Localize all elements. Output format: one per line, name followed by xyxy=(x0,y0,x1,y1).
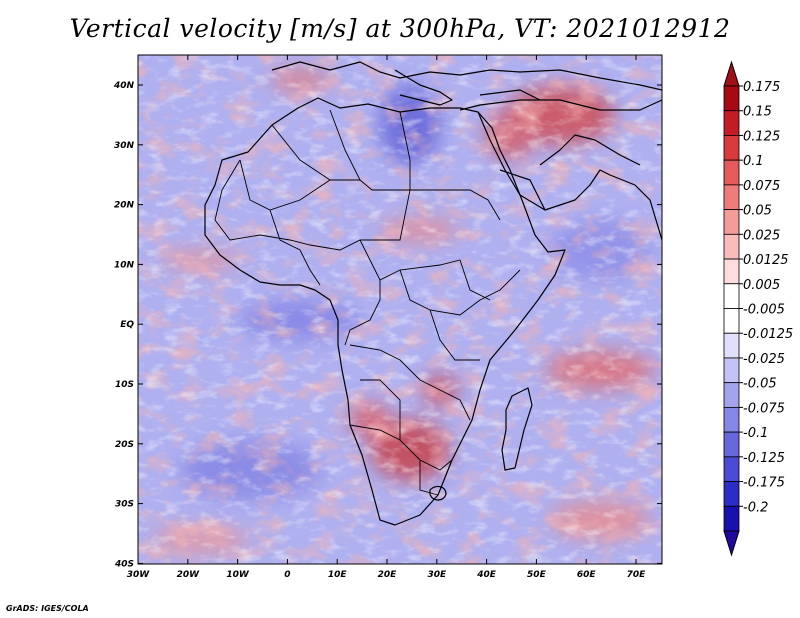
colorbar-swatch xyxy=(723,481,740,507)
colorbar-label: -0.175 xyxy=(743,476,785,491)
colorbar-swatch xyxy=(723,258,740,285)
colorbar-label: -0.025 xyxy=(743,352,785,367)
colorbar-label: -0.1 xyxy=(743,426,768,441)
colorbar-label: 0.15 xyxy=(743,105,772,120)
colorbar-swatch xyxy=(723,110,740,136)
grads-credit: GrADS: IGES/COLA xyxy=(6,604,89,613)
colorbar-swatch xyxy=(723,233,740,260)
colorbar-label: -0.0125 xyxy=(743,327,793,342)
colorbar-label: 0.025 xyxy=(743,228,780,243)
colorbar-label: -0.2 xyxy=(743,500,768,515)
colorbar: 0.175 0.15 0.125 0.1 0.075 0.05 0.025 0.0125 0.0… xyxy=(723,60,793,557)
map-title: Vertical velocity [m/s] at 300hPa, VT: 2… xyxy=(69,14,731,43)
colorbar-swatch xyxy=(723,357,740,384)
lat-tick-label: 10S xyxy=(115,380,134,390)
lon-tick-label: 60E xyxy=(577,570,597,580)
lon-tick-label: 20E xyxy=(378,570,398,580)
lon-tick-label: 30W xyxy=(127,570,151,580)
colorbar-swatch xyxy=(723,505,740,532)
colorbar-swatch xyxy=(723,308,740,334)
plot-frame xyxy=(137,54,663,565)
colorbar-swatch xyxy=(723,209,740,235)
lat-tick-label: 30S xyxy=(115,500,134,510)
lat-tick-label: EQ xyxy=(120,320,134,330)
colorbar-swatch xyxy=(723,382,740,408)
colorbar-label: 0.05 xyxy=(743,204,772,219)
lon-tick-label: 40E xyxy=(476,570,497,580)
lat-tick-label: 30N xyxy=(114,141,135,151)
velocity-field xyxy=(138,55,662,564)
colorbar-label: 0.1 xyxy=(743,154,764,169)
coastlines xyxy=(204,61,662,526)
colorbar-swatch xyxy=(723,456,740,482)
colorbar-label: 0.0125 xyxy=(743,253,789,268)
colorbar-label: 0.005 xyxy=(743,278,780,293)
colorbar-swatch xyxy=(723,135,740,161)
lon-tick-label: 20W xyxy=(177,570,201,580)
lat-tick-label: 40S xyxy=(114,559,134,569)
colorbar-swatch xyxy=(723,431,740,458)
colorbar-swatch xyxy=(723,159,740,186)
colorbar-swatch xyxy=(723,283,740,309)
lon-tick-label: 50E xyxy=(527,570,547,580)
colorbar-label: -0.05 xyxy=(743,377,777,392)
lat-tick-label: 10N xyxy=(114,260,135,270)
lon-tick-label: 0 xyxy=(284,570,290,580)
lon-tick-label: 10E xyxy=(328,570,348,580)
lon-tick-label: 70E xyxy=(627,570,647,580)
colorbar-swatch xyxy=(723,85,740,112)
colorbar-label: 0.075 xyxy=(743,179,780,194)
latitude-axis: 40N 30N 20N 10N EQ 10S 20S 30S 40S xyxy=(113,81,662,569)
lat-tick-label: 40N xyxy=(113,81,135,91)
colorbar-swatch xyxy=(723,184,740,211)
colorbar-swatch xyxy=(723,406,740,433)
colorbar-label: 0.175 xyxy=(743,80,780,95)
colorbar-top-arrow xyxy=(723,60,740,87)
colorbar-label: 0.125 xyxy=(743,129,780,144)
lon-tick-label: 10W xyxy=(226,570,250,580)
colorbar-bottom-arrow xyxy=(723,530,740,557)
colorbar-swatch xyxy=(723,332,740,359)
lat-tick-label: 20S xyxy=(115,440,134,450)
longitude-axis: 30W 20W 10W 0 10E 20E 30E 40E 50E 60E 70E xyxy=(127,55,646,580)
colorbar-label: -0.005 xyxy=(743,303,785,318)
colorbar-label: -0.075 xyxy=(743,401,785,416)
colorbar-label: -0.125 xyxy=(743,451,785,466)
country-borders xyxy=(214,109,521,496)
lat-tick-label: 20N xyxy=(114,201,135,211)
lon-tick-label: 30E xyxy=(427,570,447,580)
